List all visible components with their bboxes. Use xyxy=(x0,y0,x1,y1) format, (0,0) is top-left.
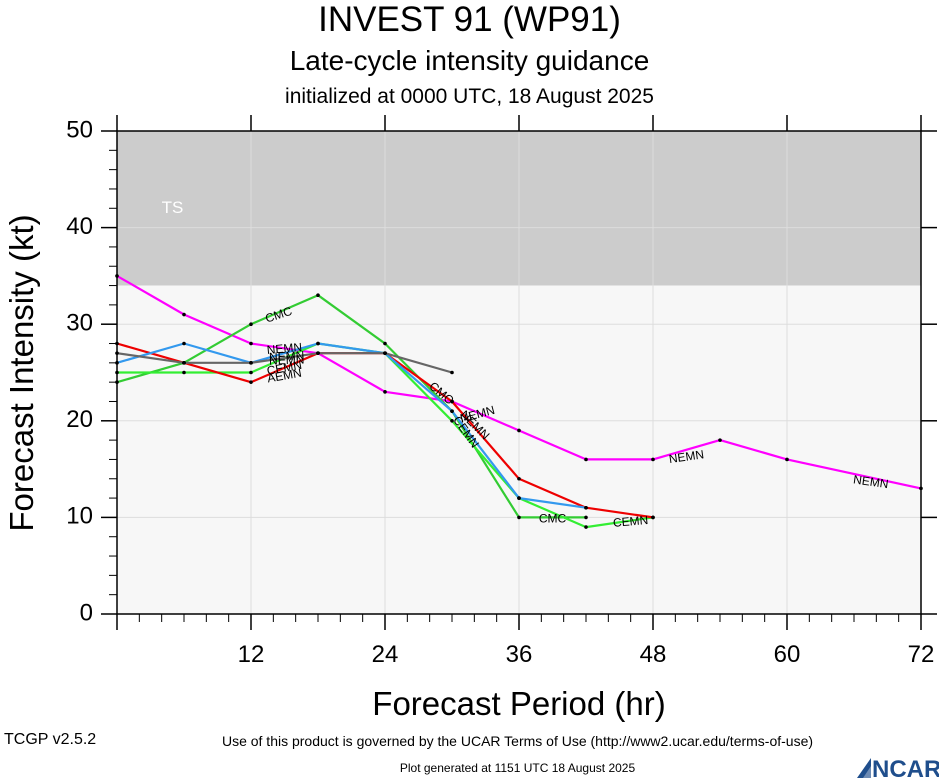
data-point-nemn-10 xyxy=(785,457,789,462)
data-point-cemn-2 xyxy=(249,370,253,375)
data-point-nemn-8 xyxy=(651,457,655,462)
x-tick-label-4: 60 xyxy=(774,641,801,668)
data-point-hwrf-3 xyxy=(316,341,320,346)
initialization-time: initialized at 0000 UTC, 18 August 2025 xyxy=(285,85,654,108)
data-point-nemn-4 xyxy=(383,390,387,394)
x-tick-label-1: 24 xyxy=(372,641,399,668)
data-point-gfs-4 xyxy=(383,351,387,355)
series-label-14: NEMN xyxy=(852,472,889,491)
data-point-cmc-7 xyxy=(584,515,588,520)
x-tick-label-5: 72 xyxy=(908,641,935,668)
data-point-aemn-5 xyxy=(450,399,454,404)
data-point-cemn-5 xyxy=(450,419,454,423)
data-point-aemn-6 xyxy=(517,476,521,481)
data-point-nemn-1 xyxy=(182,312,186,317)
data-point-gfs-3 xyxy=(316,351,320,355)
series-label-3: NEMN xyxy=(269,348,305,364)
x-tick-label-3: 48 xyxy=(640,641,667,668)
data-point-cemn-1 xyxy=(182,370,186,375)
data-point-cmc-2 xyxy=(249,322,253,327)
y-tick-label-1: 10 xyxy=(66,503,93,530)
data-point-aemn-2 xyxy=(249,380,253,384)
band-label-ts: TS xyxy=(162,198,184,217)
series-label-2: NEMN xyxy=(266,340,302,357)
data-point-nemn-2 xyxy=(249,341,253,346)
x-tick-label-2: 36 xyxy=(506,641,533,668)
generated-timestamp: Plot generated at 1151 UTC 18 August 202… xyxy=(399,761,636,775)
ncar-logo-text: NCAR xyxy=(872,756,939,780)
data-point-hwrf-6 xyxy=(517,496,521,500)
x-tick-label-0: 12 xyxy=(238,641,265,668)
series-label-5: CEMN xyxy=(266,358,303,378)
data-point-gfs-2 xyxy=(249,361,253,365)
data-point-gfs-5 xyxy=(450,370,454,375)
series-label-13: NEMN xyxy=(668,447,705,466)
data-point-hwrf-7 xyxy=(584,505,588,510)
data-point-cmc-3 xyxy=(316,293,320,298)
series-label-4: NEMN xyxy=(269,352,305,367)
ncar-logo: NCAR xyxy=(857,756,939,780)
data-point-hwrf-1 xyxy=(182,341,186,346)
annotations: TSCMCNEMNNEMNNEMNCEMNAEMNCMCNEMNNEMNCEMN… xyxy=(162,198,890,530)
data-point-aemn-8 xyxy=(651,515,655,520)
series-line-nemn xyxy=(116,274,922,490)
y-tick-label-2: 20 xyxy=(66,406,93,433)
y-tick-label-4: 40 xyxy=(66,213,93,240)
data-point-hwrf-5 xyxy=(450,409,454,413)
chart-subtitle: Late-cycle intensity guidance xyxy=(289,45,650,76)
data-point-gfs-1 xyxy=(182,361,186,365)
version-label: TCGP v2.5.2 xyxy=(4,731,97,748)
series-line-gfs xyxy=(116,352,453,374)
series-line-cmc xyxy=(116,294,586,519)
data-point-nemn-9 xyxy=(718,438,722,442)
series-points xyxy=(115,274,923,529)
grid xyxy=(117,131,921,614)
ncar-logo-mark-icon xyxy=(857,758,871,778)
terms-of-use: Use of this product is governed by the U… xyxy=(221,733,814,749)
y-tick-label-5: 50 xyxy=(66,116,93,143)
data-point-cmc-4 xyxy=(383,341,387,346)
data-point-nemn-7 xyxy=(584,457,588,462)
series-line-hwrf xyxy=(116,342,587,509)
y-tick-label-3: 30 xyxy=(66,310,93,337)
axes: 0 10 20 30 40 50 12 24 36 48 60 72 xyxy=(66,115,937,668)
series-label-6: AEMN xyxy=(266,366,303,386)
chart-title: INVEST 91 (WP91) xyxy=(318,0,621,39)
y-tick-label-0: 0 xyxy=(80,599,93,626)
series-label-12: CEMN xyxy=(612,513,648,530)
data-point-nemn-6 xyxy=(517,428,521,433)
y-axis-label: Forecast Intensity (kt) xyxy=(3,214,40,532)
data-point-cemn-7 xyxy=(584,525,588,529)
data-point-cmc-6 xyxy=(517,515,521,520)
x-axis-label: Forecast Period (hr) xyxy=(372,685,666,722)
series-label-11: CMC xyxy=(539,512,567,526)
